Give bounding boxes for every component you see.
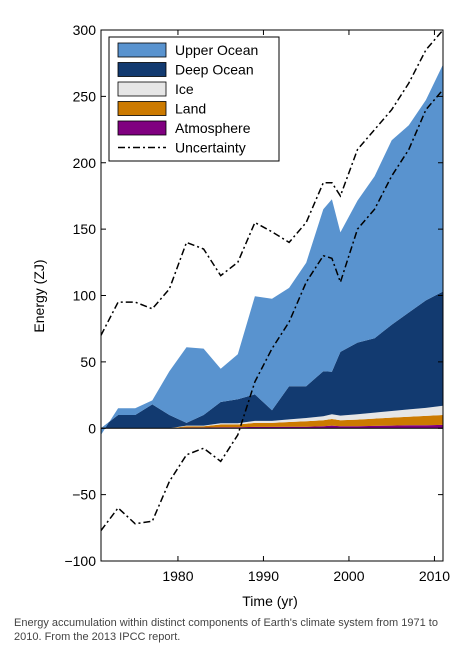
x-tick-label: 2000 <box>333 568 364 584</box>
legend-item-atmosphere: Atmosphere <box>117 120 251 136</box>
x-tick-label: 1990 <box>248 568 279 584</box>
y-tick-label: 250 <box>73 88 97 104</box>
figure-caption: Energy accumulation within distinct comp… <box>14 617 438 643</box>
legend-swatch <box>117 101 167 116</box>
y-tick-label: 200 <box>73 155 97 171</box>
x-tick-label: 1980 <box>162 568 193 584</box>
legend-swatch <box>117 81 167 97</box>
y-tick-label: 50 <box>80 354 96 370</box>
area-land <box>101 415 443 429</box>
y-tick-label: −100 <box>64 553 96 569</box>
legend-label: Ice <box>175 81 194 97</box>
uncertainty-lower-line <box>101 89 443 531</box>
legend-item-land: Land <box>117 101 206 117</box>
legend-item-upper-ocean: Upper Ocean <box>117 42 258 58</box>
y-tick-label: 150 <box>73 221 97 237</box>
area-deep-ocean <box>101 291 443 429</box>
legend-swatch <box>117 62 167 77</box>
y-tick-label: 0 <box>88 420 96 436</box>
x-axis-label: Time (yr) <box>242 593 297 609</box>
legend-label: Upper Ocean <box>175 42 258 58</box>
stacked-area-layer <box>101 64 443 435</box>
legend-item-uncertainty: Uncertainty <box>118 140 246 156</box>
legend-label: Deep Ocean <box>175 62 254 78</box>
legend-item-deep-ocean: Deep Ocean <box>117 62 254 78</box>
legend-swatch <box>117 120 167 136</box>
area-atmosphere <box>101 424 443 429</box>
legend-label: Uncertainty <box>175 140 246 156</box>
legend: Upper Ocean Deep Ocean Ice Land Atmosphere Un… <box>108 36 280 162</box>
energy-accumulation-chart: 1980 1990 2000 2010 −100 −50 0 50 100 150 200 250 30… <box>31 22 450 609</box>
y-tick-label: −50 <box>72 487 96 503</box>
legend-box <box>108 36 280 162</box>
x-tick-label: 2010 <box>419 568 450 584</box>
legend-swatch <box>117 42 167 58</box>
y-tick-label: 100 <box>73 288 97 304</box>
area-upper-ocean <box>101 64 443 435</box>
uncertainty-layer <box>101 30 443 531</box>
y-axis-label: Energy (ZJ) <box>31 259 47 332</box>
axis-ticks: 1980 1990 2000 2010 −100 −50 0 50 100 150 200 250 30… <box>64 22 450 584</box>
legend-label: Land <box>175 101 206 117</box>
area-ice <box>101 405 443 429</box>
y-tick-label: 300 <box>73 22 97 38</box>
uncertainty-upper-line <box>101 30 443 336</box>
legend-item-ice: Ice <box>117 81 194 97</box>
legend-label: Atmosphere <box>175 120 251 136</box>
